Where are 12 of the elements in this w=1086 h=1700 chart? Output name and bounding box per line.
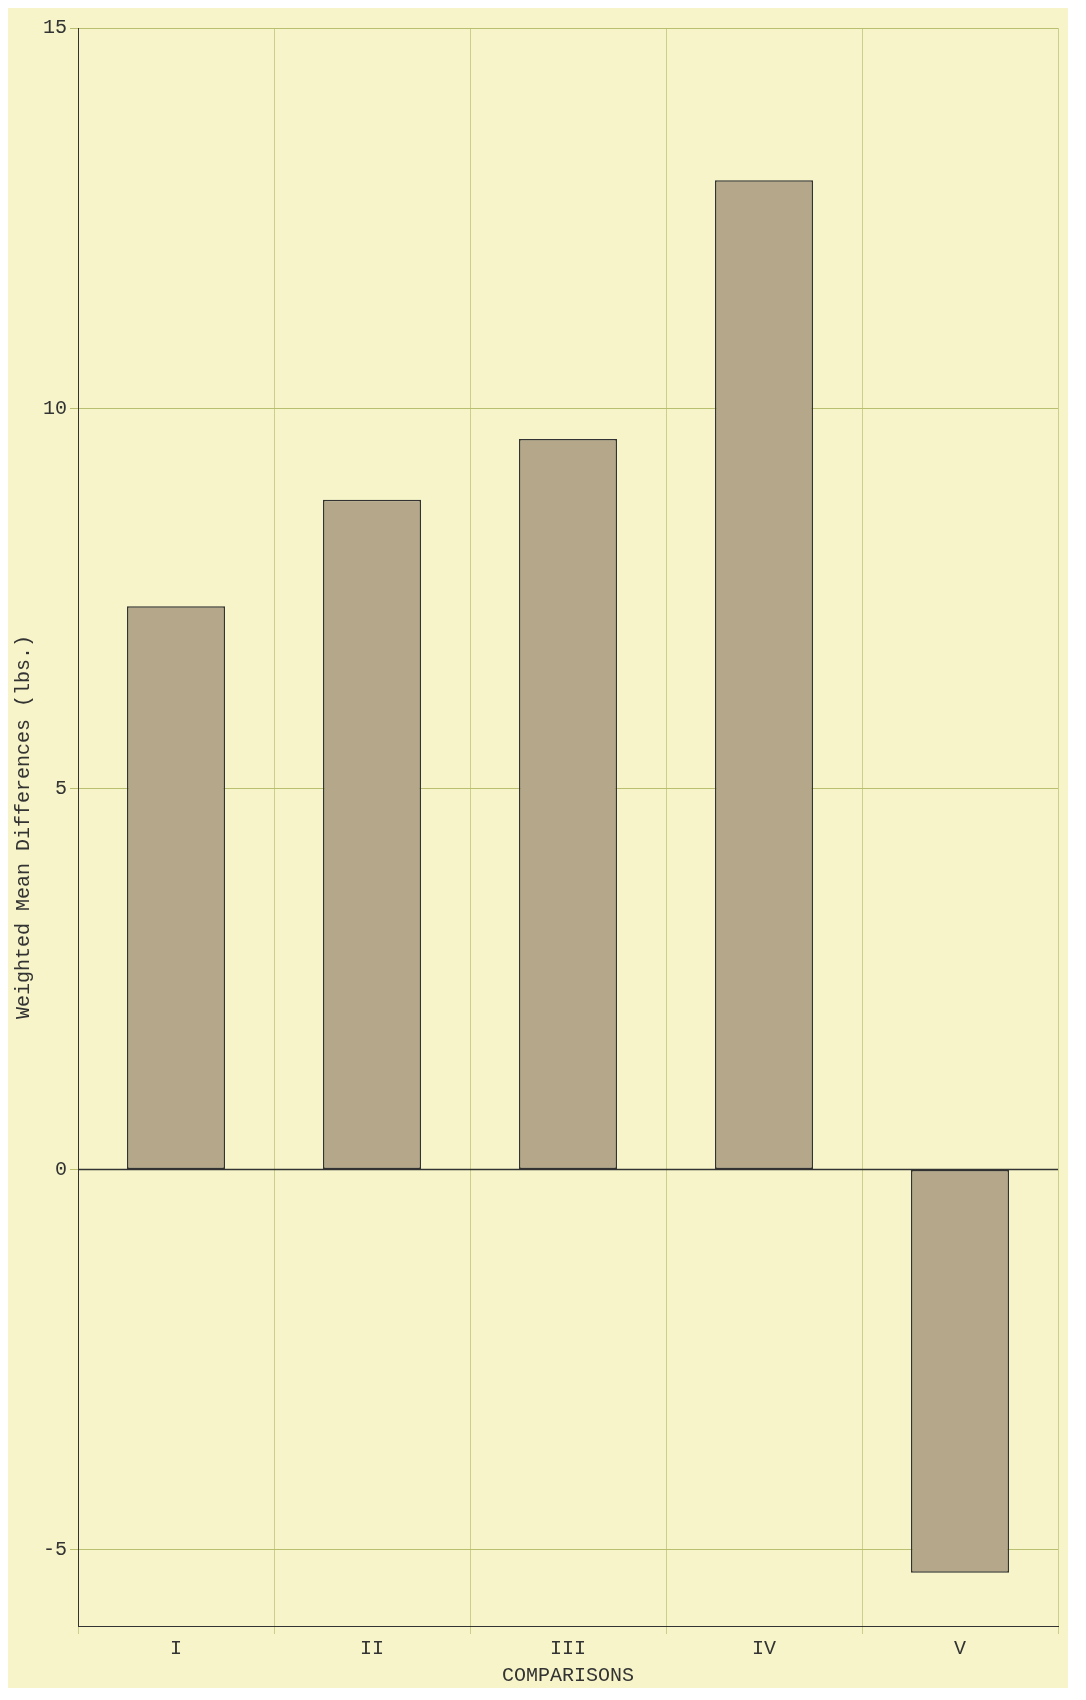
x-axis-title: COMPARISONS bbox=[501, 1664, 635, 1688]
y-tick-label: 10 bbox=[42, 396, 67, 420]
y-tick-label: 0 bbox=[54, 1157, 67, 1181]
x-tick-label: IV bbox=[751, 1637, 777, 1661]
y-tick-label: -5 bbox=[42, 1538, 67, 1562]
x-tick-label: III bbox=[549, 1637, 587, 1661]
x-tick-label: I bbox=[170, 1637, 183, 1661]
y-axis-title: Weighted Mean Differences (lbs.) bbox=[12, 634, 36, 1020]
y-tick-label: 15 bbox=[42, 16, 67, 40]
x-tick-label: II bbox=[359, 1637, 385, 1661]
y-tick-label: 5 bbox=[54, 777, 67, 801]
x-tick-label: V bbox=[953, 1637, 967, 1661]
